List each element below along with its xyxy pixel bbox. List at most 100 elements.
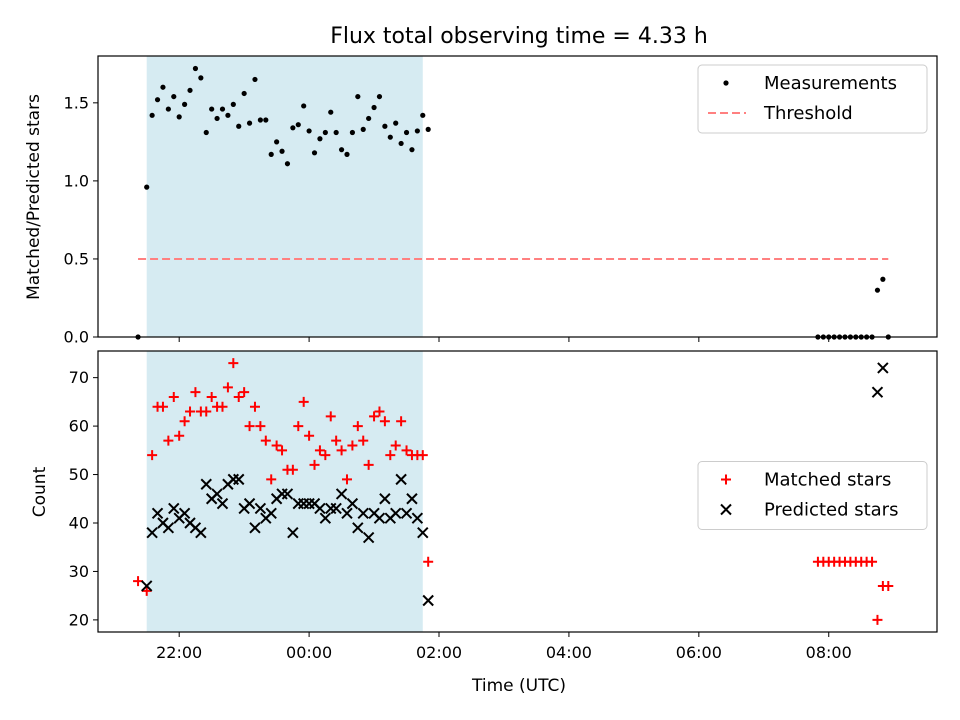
matched-star-point [260,435,271,446]
predicted-star-point [379,493,391,505]
legend-label: Matched stars [764,470,891,491]
measurement-point [301,103,307,109]
ratio-y-axis-label: Matched/Predicted stars [24,94,44,300]
legend-label: Measurements [764,73,897,94]
predicted-star-point [871,386,884,398]
predicted-star-point [254,502,267,515]
predicted-star-point [151,507,164,520]
y-tick-label: 50 [69,465,89,484]
matched-star-point [872,614,883,625]
predicted-star-point [249,522,261,534]
measurement-point [322,129,328,136]
measurement-point [274,139,280,145]
matched-star-point [174,430,185,441]
measurement-point [880,276,886,282]
matched-star-point [417,450,428,461]
measurement-point [403,129,410,136]
measurement-point [230,101,236,107]
predicted-star-point [411,512,424,524]
predicted-star-point [178,507,191,520]
predicted-star-point [146,526,158,539]
predicted-star-point [362,531,375,544]
matched-star-point [298,396,309,407]
legend-predicted-swatch [720,503,732,516]
measurement-point [209,106,215,112]
predicted-star-point [233,473,245,486]
predicted-star-point [400,507,413,520]
matched-star-point [347,440,358,451]
y-tick-label: 1.0 [64,171,89,190]
measurement-point [398,140,404,147]
matched-star-point [363,459,374,470]
measurement-point [306,128,312,134]
matched-star-point [293,421,304,432]
matched-star-point [249,401,260,412]
measurement-point [219,106,226,112]
matched-star-point [239,387,250,398]
predicted-star-point [281,488,294,500]
matched-star-point [277,445,288,456]
predicted-star-point [357,507,369,520]
measurement-point [154,97,161,103]
measurement-point [284,161,291,167]
measurement-point [360,126,366,132]
matched-star-point [341,474,352,485]
legend-box [697,461,928,530]
matched-star-point [867,556,878,567]
measurement-point [371,104,377,111]
measurement-point [225,112,231,118]
matched-star-point [385,450,396,461]
matched-star-point [271,440,282,451]
y-tick-label: 1.5 [64,93,89,112]
measurement-point [246,120,253,126]
matched-star-point [309,459,320,470]
predicted-star-point [877,362,889,374]
predicted-star-point [195,526,207,539]
predicted-star-point [216,497,229,510]
matched-star-point [374,406,385,417]
matched-star-point [185,406,196,417]
matched-star-point [141,585,152,596]
predicted-star-point [395,473,407,486]
measurement-point [236,123,242,129]
measurement-point [349,129,356,136]
matched-star-point [233,392,244,403]
measurement-point [203,129,209,136]
measurement-point [414,128,420,134]
y-tick-label: 30 [69,562,89,581]
predicted-star-point [422,594,434,607]
matched-star-point [336,445,347,456]
measurement-point [376,93,383,100]
legend-label: Predicted stars [764,500,898,521]
predicted-star-point [211,488,223,500]
predicted-star-point [390,507,402,520]
measurement-point [290,125,296,131]
measurement-point [874,287,881,293]
predicted-star-point [417,526,429,539]
matched-star-point [206,392,217,403]
matched-star-point [222,382,233,393]
measurement-point [311,150,318,156]
measurement-point [279,148,285,154]
measurement-point [198,75,204,81]
measurement-point [257,117,263,123]
predicted-star-point [341,507,353,520]
predicted-star-point [335,488,348,500]
matched-star-point [883,580,894,591]
predicted-star-point [200,478,212,490]
matched-star-point [168,392,179,403]
measurement-point [382,123,388,129]
matched-star-point [255,421,266,432]
measurement-point [160,84,166,90]
measurement-point [252,76,258,83]
y-tick-label: 20 [69,610,89,629]
measurement-point [192,65,199,72]
x-tick-label: 08:00 [806,643,852,662]
measurement-point [171,93,177,100]
count-y-axis-label: Count [30,466,50,517]
measurement-point [165,106,171,112]
matched-star-point [401,445,412,456]
y-tick-label: 0.0 [64,328,89,347]
matched-star-point [163,435,174,446]
measurement-point [149,112,155,118]
